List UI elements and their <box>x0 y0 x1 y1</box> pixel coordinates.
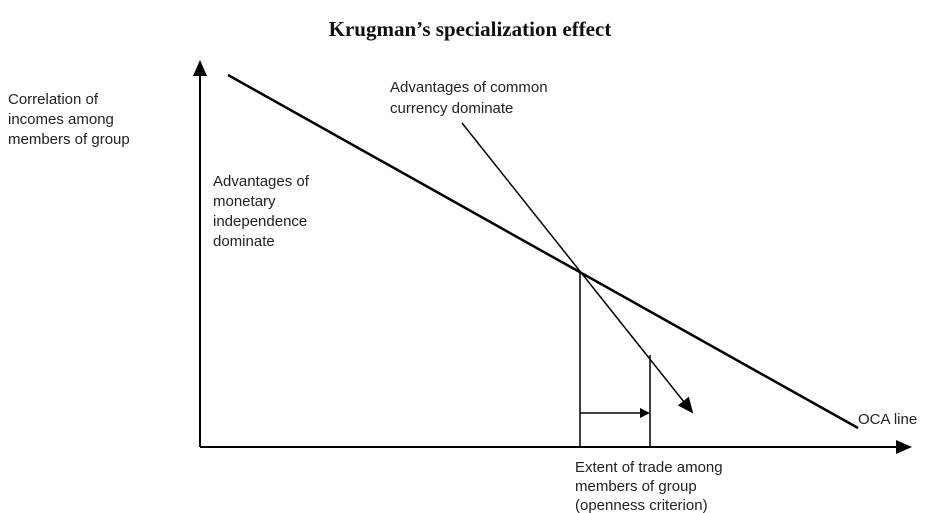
line-label: OCA line <box>858 411 917 428</box>
region-label: dominate <box>213 233 275 250</box>
y-axis-label: Correlation of <box>8 91 99 108</box>
oca-line <box>227 73 859 430</box>
y-axis-label: incomes among <box>8 111 114 128</box>
region-label: monetary <box>213 193 276 210</box>
x-axis-label: Extent of trade among <box>575 459 723 476</box>
region-label: currency dominate <box>390 100 513 117</box>
y-axis-label: members of group <box>8 131 130 148</box>
region-label: independence <box>213 213 307 230</box>
region-label: Advantages of <box>213 173 310 190</box>
title: Krugman’s specialization effect <box>329 17 612 41</box>
shift-line <box>461 122 694 414</box>
x-axis-label: (openness criterion) <box>575 497 708 513</box>
region-label: Advantages of common <box>390 79 548 96</box>
x-axis-label: members of group <box>575 478 697 495</box>
